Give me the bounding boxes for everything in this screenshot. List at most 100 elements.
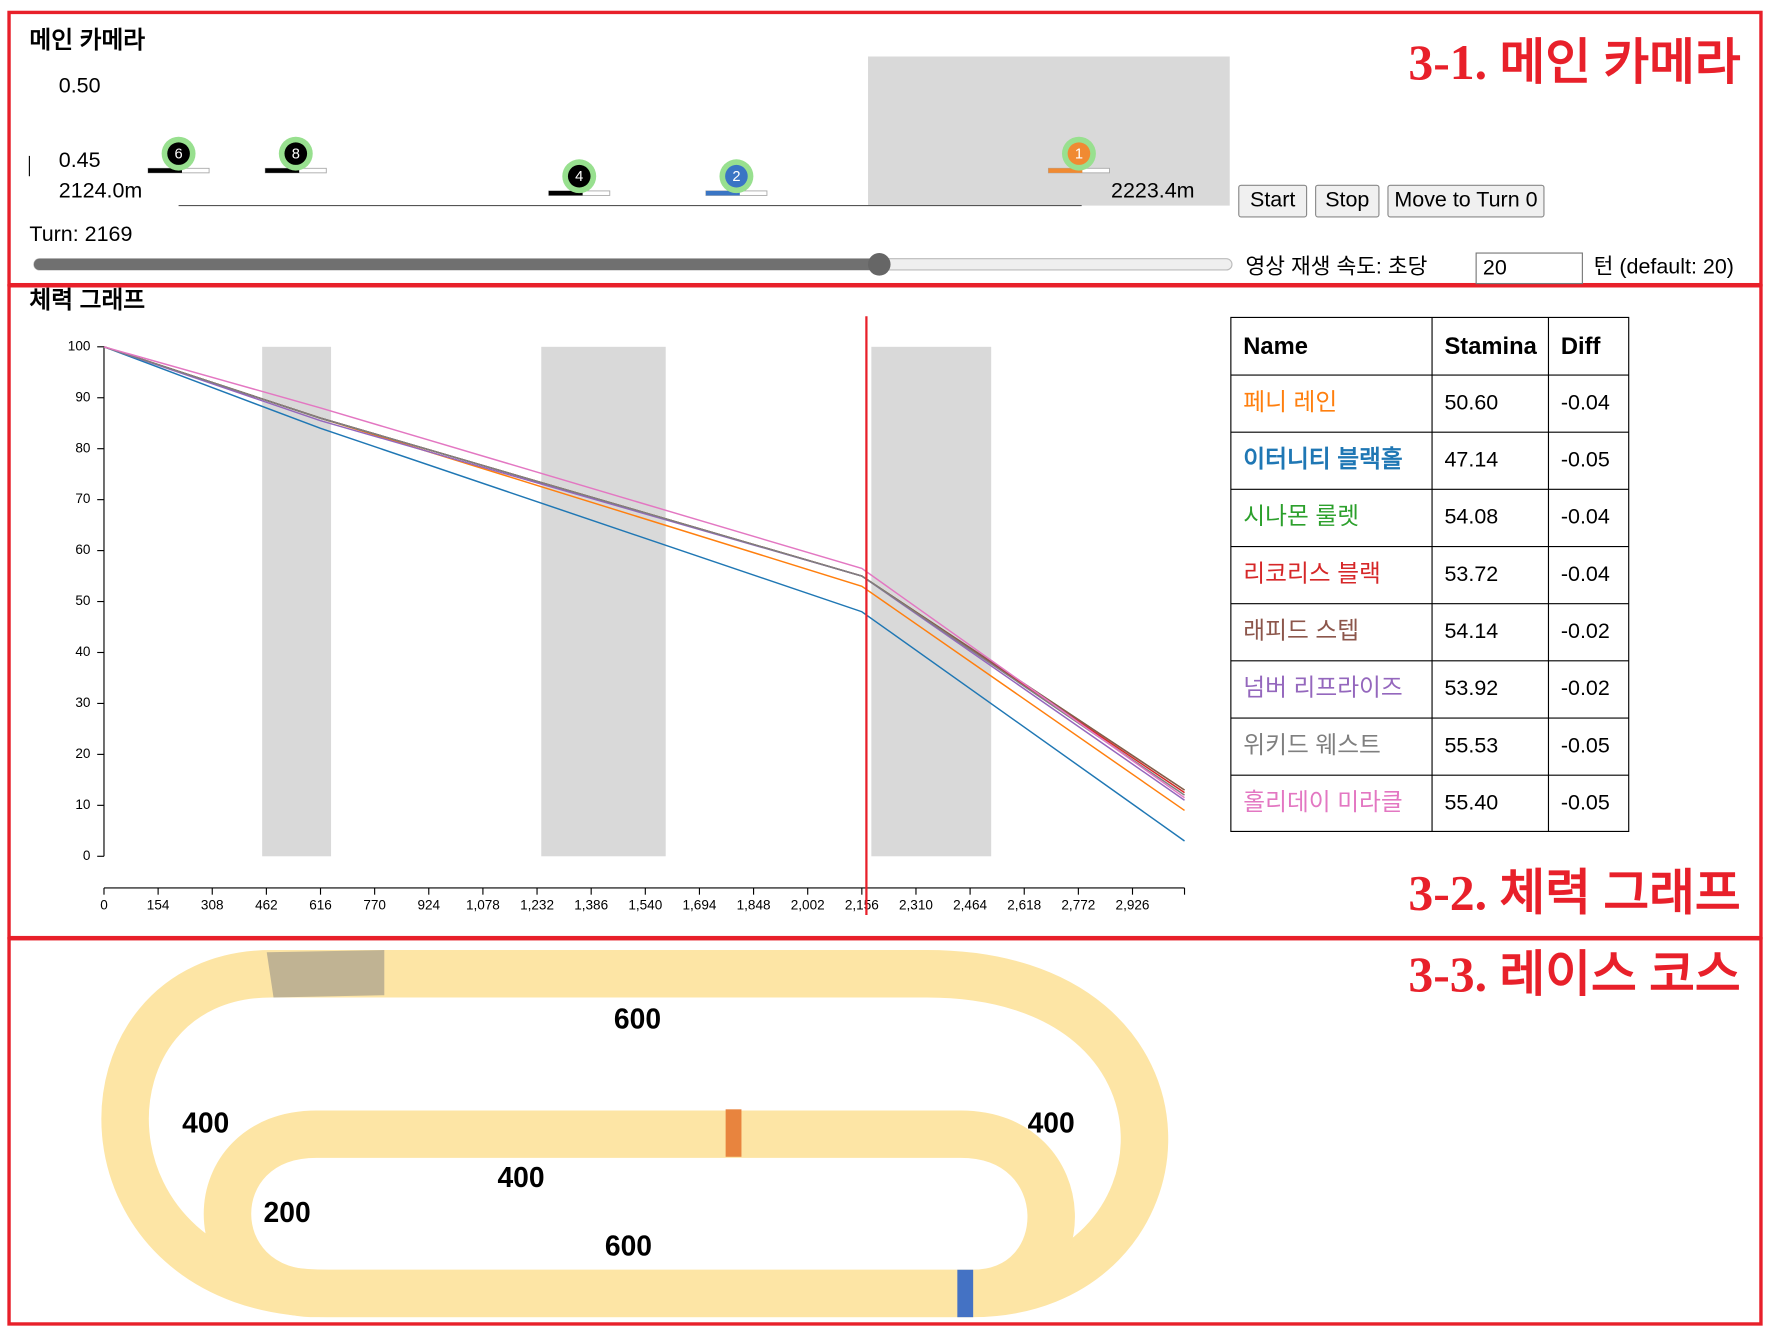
slider-thumb[interactable] bbox=[867, 253, 891, 276]
table-header: Name bbox=[1243, 334, 1308, 360]
table-cell: -0.05 bbox=[1561, 790, 1610, 814]
turn-label: Turn: bbox=[29, 222, 78, 246]
y-tick-label: 40 bbox=[75, 644, 90, 659]
runner-bar-fill bbox=[265, 168, 300, 173]
y-tick-label: 90 bbox=[75, 389, 90, 404]
runner bbox=[725, 164, 748, 188]
runner bbox=[284, 142, 308, 165]
stamina-line bbox=[103, 346, 1185, 801]
button-label[interactable]: Stop bbox=[1325, 188, 1369, 212]
speed-label: 영상 재생 속도: 초당 bbox=[1246, 254, 1428, 278]
turn-text: Turn: 2169 bbox=[29, 222, 132, 246]
stamina-line bbox=[103, 346, 1185, 796]
runner-number: 1 bbox=[1075, 147, 1083, 163]
x-tick-label: 1,694 bbox=[682, 898, 716, 913]
x-tick-label: 1,540 bbox=[628, 898, 662, 913]
runner-bar-fill bbox=[548, 190, 583, 196]
camera-title: 메인 카메라 bbox=[29, 27, 145, 54]
range-start: 2124.0m bbox=[59, 179, 143, 203]
speed-suffix: 턴 (default: 20) bbox=[1594, 254, 1734, 278]
segment-label: 600 bbox=[614, 1003, 661, 1035]
runner bbox=[167, 142, 190, 165]
runner-bar-fill bbox=[1048, 168, 1083, 173]
y-tick-label: 10 bbox=[75, 797, 90, 812]
runner-bar-fill bbox=[148, 168, 182, 173]
speed-input[interactable] bbox=[1475, 252, 1583, 285]
runner-name: 페니 레인 bbox=[1243, 389, 1337, 416]
table-cell: -0.02 bbox=[1561, 619, 1610, 643]
y-tick-label: 80 bbox=[75, 440, 90, 455]
table-cell: 47.14 bbox=[1444, 447, 1498, 471]
scale-label: 0.45 bbox=[59, 148, 101, 172]
table-cell: -0.04 bbox=[1561, 390, 1610, 414]
runner-name: 래피드 스텝 bbox=[1243, 618, 1359, 645]
stamina-line bbox=[103, 346, 1185, 842]
button[interactable]: Start bbox=[1238, 184, 1308, 218]
x-tick-label: 770 bbox=[363, 898, 386, 913]
stamina-line bbox=[103, 346, 1185, 799]
x-tick-label: 1,848 bbox=[737, 898, 771, 913]
runner-name: 홀리데이 미라클 bbox=[1243, 789, 1402, 816]
x-tick-label: 2,618 bbox=[1007, 898, 1041, 913]
segment-label: 600 bbox=[605, 1230, 652, 1262]
table bbox=[1230, 316, 1630, 832]
x-tick-label: 616 bbox=[309, 898, 332, 913]
x-tick-label: 1,232 bbox=[520, 898, 554, 913]
section-label: 3-3. 레이스 코스 bbox=[1408, 947, 1740, 1002]
section-label: 3-1. 메인 카메라 bbox=[1408, 35, 1741, 90]
scale-label: 0.50 bbox=[59, 74, 101, 98]
table-cell: -0.05 bbox=[1561, 733, 1610, 757]
x-tick-label: 1,386 bbox=[574, 898, 608, 913]
button-label[interactable]: Move to Turn 0 bbox=[1394, 188, 1537, 212]
x-tick-label: 154 bbox=[147, 898, 170, 913]
runner-number: 2 bbox=[732, 169, 740, 185]
table-cell: 54.08 bbox=[1444, 505, 1498, 529]
table-cell: -0.04 bbox=[1561, 562, 1610, 586]
x-tick-label: 2,310 bbox=[899, 898, 933, 913]
table-cell: 55.40 bbox=[1444, 790, 1498, 814]
table-cell: -0.05 bbox=[1561, 447, 1610, 471]
table-header: Stamina bbox=[1444, 334, 1537, 360]
segment-label: 400 bbox=[497, 1161, 544, 1193]
table-cell: 55.53 bbox=[1444, 733, 1498, 757]
x-tick-label: 2,156 bbox=[845, 898, 879, 913]
table-cell: -0.04 bbox=[1561, 505, 1610, 529]
turn-value: 2169 bbox=[85, 222, 133, 246]
section-label: 3-2. 체력 그래프 bbox=[1408, 865, 1740, 920]
y-tick-label: 100 bbox=[68, 338, 91, 353]
button[interactable]: Stop bbox=[1315, 184, 1380, 218]
runner-name: 리코리스 블랙 bbox=[1243, 560, 1381, 587]
table-cell: 53.92 bbox=[1444, 676, 1498, 700]
runner bbox=[567, 164, 591, 188]
button-label[interactable]: Start bbox=[1250, 188, 1295, 212]
table-cell: -0.02 bbox=[1561, 676, 1610, 700]
camera-zone bbox=[868, 56, 1230, 206]
range-end: 2223.4m bbox=[1111, 179, 1195, 203]
button[interactable]: Move to Turn 0 bbox=[1387, 184, 1545, 218]
runner-marker bbox=[725, 1109, 742, 1157]
runner-name: 이터니티 블랙홀 bbox=[1243, 446, 1402, 473]
x-tick-label: 2,772 bbox=[1061, 898, 1095, 913]
runner-number: 6 bbox=[174, 147, 182, 163]
segment-label: 200 bbox=[264, 1196, 311, 1228]
runner-name: 위키드 웨스트 bbox=[1243, 732, 1381, 759]
y-tick-label: 50 bbox=[75, 593, 90, 608]
highlight-range bbox=[871, 346, 992, 857]
table-header: Diff bbox=[1561, 334, 1601, 360]
section-frame bbox=[7, 937, 1763, 1326]
y-tick-label: 60 bbox=[75, 542, 90, 557]
runner-number: 8 bbox=[292, 147, 300, 163]
speed-value[interactable]: 20 bbox=[1483, 256, 1507, 280]
runner-number: 4 bbox=[575, 169, 583, 185]
table-cell: 54.14 bbox=[1444, 619, 1498, 643]
track-zone bbox=[266, 950, 385, 998]
y-tick-label: 30 bbox=[75, 695, 90, 710]
x-tick-label: 1,078 bbox=[466, 898, 500, 913]
segment-label: 400 bbox=[1028, 1107, 1075, 1139]
track-inner bbox=[203, 1110, 1075, 1318]
x-tick-label: 0 bbox=[100, 898, 108, 913]
chart-title: 체력 그래프 bbox=[29, 287, 145, 314]
runner-marker bbox=[957, 1269, 974, 1318]
